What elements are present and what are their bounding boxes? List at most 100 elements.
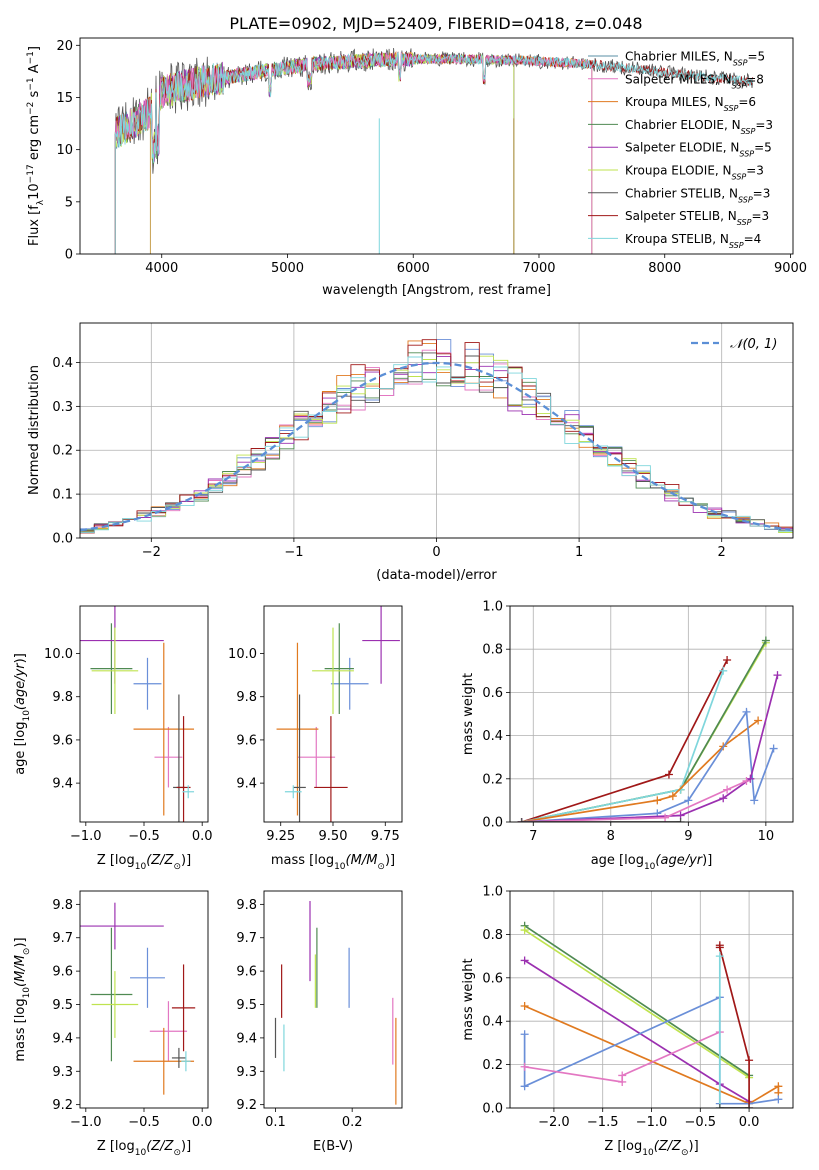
weight_vs_Z-ylabel: mass weight (461, 958, 476, 1040)
weight_vs_age-marker (719, 666, 728, 675)
age_vs_Z-errorbar (133, 642, 195, 816)
spectrum-legend-label: Kroupa STELIB, NSSP=4 (625, 232, 761, 250)
age_vs_Z-plot-area (80, 606, 195, 822)
mass_vs_Z-ytick-label: 9.2 (52, 1098, 73, 1113)
hist-ylabel: Normed distribution (27, 365, 42, 495)
age_vs_Z-ytick-label: 9.4 (52, 777, 73, 792)
age_vs_Z-xtick-label: 0.0 (192, 829, 213, 844)
spectrum-legend-label: Salpeter MILES, NSSP=8 (625, 72, 764, 90)
spectrum-xtick-label: 7000 (522, 261, 555, 276)
weight_vs_age-marker (684, 796, 693, 805)
age_vs_mass-errorbar (293, 694, 306, 822)
weight_vs_age-line (521, 642, 767, 822)
age_vs_mass-xtick-label: 9.25 (266, 829, 295, 844)
weight_vs_Z-marker (520, 1030, 529, 1039)
spectrum-ytick-label: 10 (56, 143, 73, 158)
weight_vs_age-marker (723, 656, 732, 664)
weight_vs_Z-line (524, 924, 750, 1077)
weight_vs_Z-panel: −2.0 −1.5 −1.0 −0.5 0.0 0.0 0.2 0.4 0.6 0.8 1.0 Z [… (461, 885, 794, 1158)
age_vs_mass-xtick-label: 9.75 (371, 829, 400, 844)
spectrum-xtick-label: 4000 (145, 261, 178, 276)
age_vs_mass-frame (263, 605, 403, 823)
mass_vs_ebv-ytick-label: 9.7 (236, 931, 257, 946)
weight_vs_age-xlabel: age [log10(age/yr)] (591, 853, 713, 872)
mass_vs_ebv-ytick-label: 9.8 (236, 898, 257, 913)
hist-frame (79, 322, 794, 539)
weight_vs_age-line (521, 780, 747, 822)
mass_vs_ebv-frame (263, 890, 403, 1109)
weight_vs_Z-xlabel: Z [log10(Z/Z⊙)] (604, 1139, 698, 1158)
weight_vs_age-marker (769, 744, 778, 753)
weight_vs_age-plot-area (517, 636, 782, 822)
weight_vs_age-ytick-label: 1.0 (482, 600, 503, 615)
age_vs_mass-errorbar (284, 785, 302, 799)
hist-xlabel: (data-model)/error (376, 568, 497, 583)
hist-legend-label: 𝒩(0, 1) (730, 337, 777, 352)
spectrum-line (114, 47, 754, 174)
weight_vs_Z-line (524, 929, 750, 1079)
mass_vs_Z-frame (79, 890, 209, 1109)
weight_vs_Z-xtick-label: −2.0 (538, 1115, 570, 1130)
age_vs_Z-errorbar (154, 726, 183, 788)
spectrum-plot-area (114, 47, 754, 254)
weight_vs_age-marker (676, 818, 685, 822)
mass_vs_Z-errorbar (171, 1047, 186, 1068)
spectrum-ytick-label: 5 (65, 195, 73, 210)
weight_vs_age-ytick-label: 0.0 (482, 816, 503, 831)
age_vs_mass-errorbar (314, 716, 348, 822)
mass_vs_ebv-ytick-label: 9.6 (236, 965, 257, 980)
residual_hist-xtick-label: 1 (575, 545, 583, 560)
spectrum-legend-label: Salpeter STELIB, NSSP=3 (625, 209, 769, 227)
mass_vs_ebv-xlabel: E(B-V) (313, 1139, 353, 1154)
mass_vs_ebv-panel: 0.1 0.2 9.2 9.3 9.4 9.5 9.6 9.7 9.8 E(B-V) (236, 890, 403, 1154)
weight_vs_Z-marker (774, 1095, 783, 1104)
weight_vs_Z-marker (520, 1002, 529, 1011)
weight_vs_Z-ytick-label: 1.0 (482, 885, 503, 900)
mass_vs_Z-xtick-label: −1.0 (70, 1115, 102, 1130)
spectrum-ytick-label: 20 (56, 39, 73, 54)
weight_vs_Z-marker (745, 1056, 754, 1065)
residual_hist-xtick-label: −1 (284, 545, 303, 560)
spectrum-xlabel: wavelength [Angstrom, rest frame] (322, 283, 551, 298)
mass_vs_ebv-ytick-label: 9.4 (236, 1031, 257, 1046)
age_vs_mass-xtick-label: 9.50 (319, 829, 348, 844)
weight_vs_age-line (521, 670, 725, 822)
mass_vs_ebv-xtick-label: 0.2 (342, 1115, 363, 1130)
weight_vs_age-ytick-label: 0.4 (482, 729, 503, 744)
spectrum-legend-label: Salpeter ELODIE, NSSP=5 (625, 141, 772, 159)
weight_vs_age-panel: 7 8 9 10 0.0 0.2 0.4 0.6 0.8 1.0 age [log10(age/yr… (461, 600, 794, 872)
age_vs_Z-ytick-label: 9.6 (52, 733, 73, 748)
weight_vs_age-line (521, 709, 775, 822)
age_vs_mass-errorbar (297, 726, 336, 788)
weight_vs_age-marker (742, 707, 751, 716)
weight_vs_Z-ytick-label: 0.8 (482, 928, 503, 943)
age_vs_mass-ytick-label: 9.8 (236, 690, 257, 705)
weight_vs_age-frame (509, 605, 794, 823)
age_vs_Z-xlabel: Z [log10(Z/Z⊙)] (97, 853, 191, 872)
mass_vs_Z-ytick-label: 9.7 (52, 931, 73, 946)
weight_vs_Z-marker (520, 1062, 529, 1071)
figure-title: PLATE=0902, MJD=52409, FIBERID=0418, z=0… (229, 14, 642, 33)
normal-curve (80, 361, 791, 532)
age_vs_Z-frame (79, 605, 209, 823)
age_vs_Z-xtick-label: −1.0 (70, 829, 102, 844)
mass_vs_Z-errorbar (90, 927, 133, 1062)
mass_vs_ebv-ytick-label: 9.3 (236, 1065, 257, 1080)
spectrum-ytick-label: 15 (56, 91, 73, 106)
residual_hist-xtick-label: 2 (718, 545, 726, 560)
age_vs_mass-errorbar (362, 606, 400, 684)
weight_vs_Z-marker (520, 1082, 529, 1091)
weight_vs_age-line (521, 674, 779, 822)
weight_vs_Z-xtick-label: 0.0 (739, 1115, 760, 1130)
spectrum-line (114, 52, 754, 163)
weight_vs_Z-line (718, 945, 750, 1108)
weight_vs_age-marker (754, 716, 763, 725)
mass_vs_ebv-xtick-label: 0.1 (265, 1115, 286, 1130)
mass_vs_Z-ytick-label: 9.4 (52, 1031, 73, 1046)
mass_vs_Z-errorbar (91, 971, 139, 1038)
residual_hist-ytick-label: 0.1 (52, 488, 73, 503)
mass_vs_Z-xtick-label: −0.5 (128, 1115, 160, 1130)
weight_vs_age-marker (750, 796, 759, 805)
weight_vs_Z-xtick-label: −1.5 (587, 1115, 619, 1130)
